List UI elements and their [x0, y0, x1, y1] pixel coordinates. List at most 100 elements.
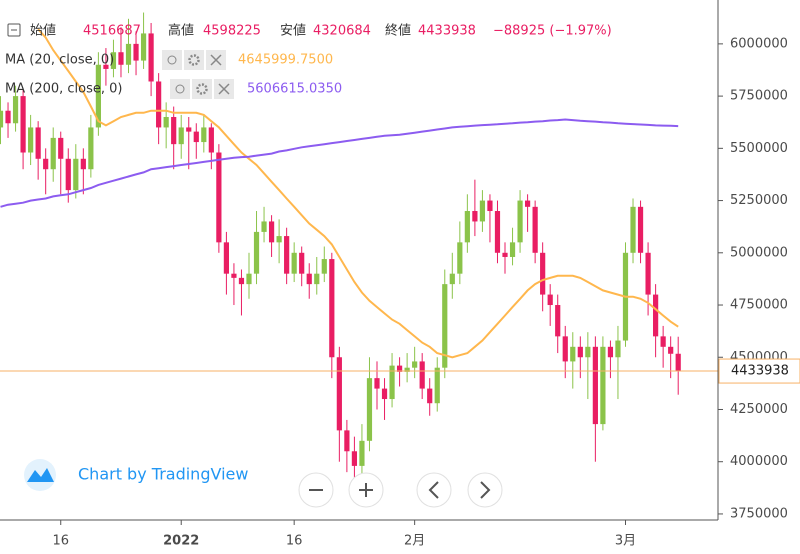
- candle-body: [645, 252, 651, 295]
- candle-body: [547, 294, 553, 306]
- candle-body: [140, 33, 147, 61]
- candle-body: [351, 451, 358, 466]
- y-tick-label: 4750000: [730, 298, 788, 313]
- candle-body: [246, 273, 252, 285]
- left-icon: [428, 481, 439, 499]
- candle-body: [306, 273, 312, 285]
- y-tick-label: 5000000: [730, 245, 788, 260]
- candle-body: [43, 158, 49, 170]
- logo-bg: [24, 459, 56, 491]
- close-icon: [210, 54, 222, 66]
- candle-body: [125, 43, 132, 65]
- candle-body: [457, 242, 463, 274]
- candle-body: [577, 346, 583, 358]
- candle-body: [163, 116, 169, 128]
- tradingview-logo: [24, 459, 56, 491]
- overlay: 始値 4516687 高値 4598225 安値 4320684 終値 4433…: [5, 23, 612, 508]
- legend-high-label: 高値: [168, 23, 194, 39]
- candle-body: [344, 430, 350, 452]
- candle-body: [80, 158, 86, 170]
- x-tick-label: 2月: [404, 534, 425, 549]
- legend-low-label: 安値: [280, 23, 306, 39]
- candle-body: [336, 357, 342, 431]
- gear-icon: [188, 54, 200, 66]
- candle-body: [570, 346, 576, 362]
- candle-body: [193, 131, 199, 143]
- plot-area: [0, 12, 718, 483]
- y-tick-label: 5250000: [730, 193, 788, 208]
- collapse-icon[interactable]: [7, 23, 21, 37]
- logo-mark: [27, 468, 54, 482]
- ma-line: [0, 118, 679, 208]
- candle-body: [268, 221, 275, 243]
- last-price-label: 4433938: [731, 364, 789, 379]
- zoom-controls: [298, 472, 503, 508]
- ma-line: [37, 28, 679, 359]
- candle-body: [284, 236, 290, 274]
- candle-body: [442, 284, 448, 368]
- candle-body: [148, 33, 154, 82]
- candle-body: [359, 440, 365, 466]
- legend-high-value: 4598225: [203, 24, 261, 39]
- candle-body: [517, 200, 523, 243]
- candle-body: [389, 365, 395, 400]
- candle-body: [592, 346, 598, 425]
- x-tick-label: 16: [52, 534, 69, 549]
- candle-body: [494, 211, 501, 253]
- candle-body: [12, 96, 19, 124]
- candle-body: [374, 378, 380, 389]
- eye-icon: [167, 55, 177, 65]
- candle-body: [487, 200, 493, 212]
- candle-body: [321, 259, 327, 274]
- candle-body: [5, 110, 11, 124]
- candle-body: [449, 273, 455, 285]
- candle-body: [630, 206, 636, 253]
- eye-button[interactable]: [162, 50, 182, 70]
- candle-body: [88, 127, 94, 170]
- x-tick-label: 3月: [615, 534, 636, 549]
- legend-open-label: 始値: [30, 23, 56, 39]
- settings-button[interactable]: [184, 50, 204, 70]
- candle-body: [472, 211, 478, 222]
- candle-body: [291, 252, 297, 274]
- candle-body: [103, 64, 109, 69]
- candle-body: [540, 252, 546, 295]
- candle-body: [216, 152, 222, 243]
- y-tick-label: 6000000: [730, 36, 788, 51]
- candle-body: [133, 43, 139, 61]
- eye-button[interactable]: [170, 79, 190, 99]
- candle-body: [464, 211, 470, 243]
- candle-body: [35, 127, 41, 159]
- candle-body: [186, 127, 192, 132]
- watermark: Chart by TradingView: [78, 465, 248, 484]
- last-price-box: [718, 358, 800, 384]
- settings-button[interactable]: [192, 79, 212, 99]
- candle-body: [396, 365, 403, 372]
- candle-body: [65, 158, 71, 191]
- candle-body: [532, 206, 538, 253]
- candle-body: [675, 353, 681, 372]
- candle-body: [156, 81, 162, 128]
- candle-body: [427, 388, 433, 404]
- y-tick-label: 5500000: [730, 141, 788, 156]
- scroll-right-button[interactable]: [467, 472, 503, 508]
- candle-body: [509, 242, 516, 257]
- candle-body: [555, 305, 561, 337]
- eye-icon: [175, 84, 185, 94]
- legend-low-value: 4320684: [313, 24, 371, 39]
- candle-body: [238, 277, 245, 285]
- legend-close-value: 4433938: [418, 24, 476, 39]
- ma200-value: 5606615.0350: [247, 82, 342, 97]
- candle-body: [208, 127, 214, 153]
- candle-body: [419, 361, 425, 389]
- ma200-buttons: [170, 79, 234, 99]
- candle-body: [314, 273, 320, 285]
- candle-body: [276, 236, 282, 243]
- candle-body: [668, 346, 674, 354]
- scroll-left-button[interactable]: [416, 472, 452, 508]
- candle-body: [50, 137, 56, 170]
- y-tick-label: 4250000: [730, 402, 788, 417]
- plus-icon: [359, 483, 373, 497]
